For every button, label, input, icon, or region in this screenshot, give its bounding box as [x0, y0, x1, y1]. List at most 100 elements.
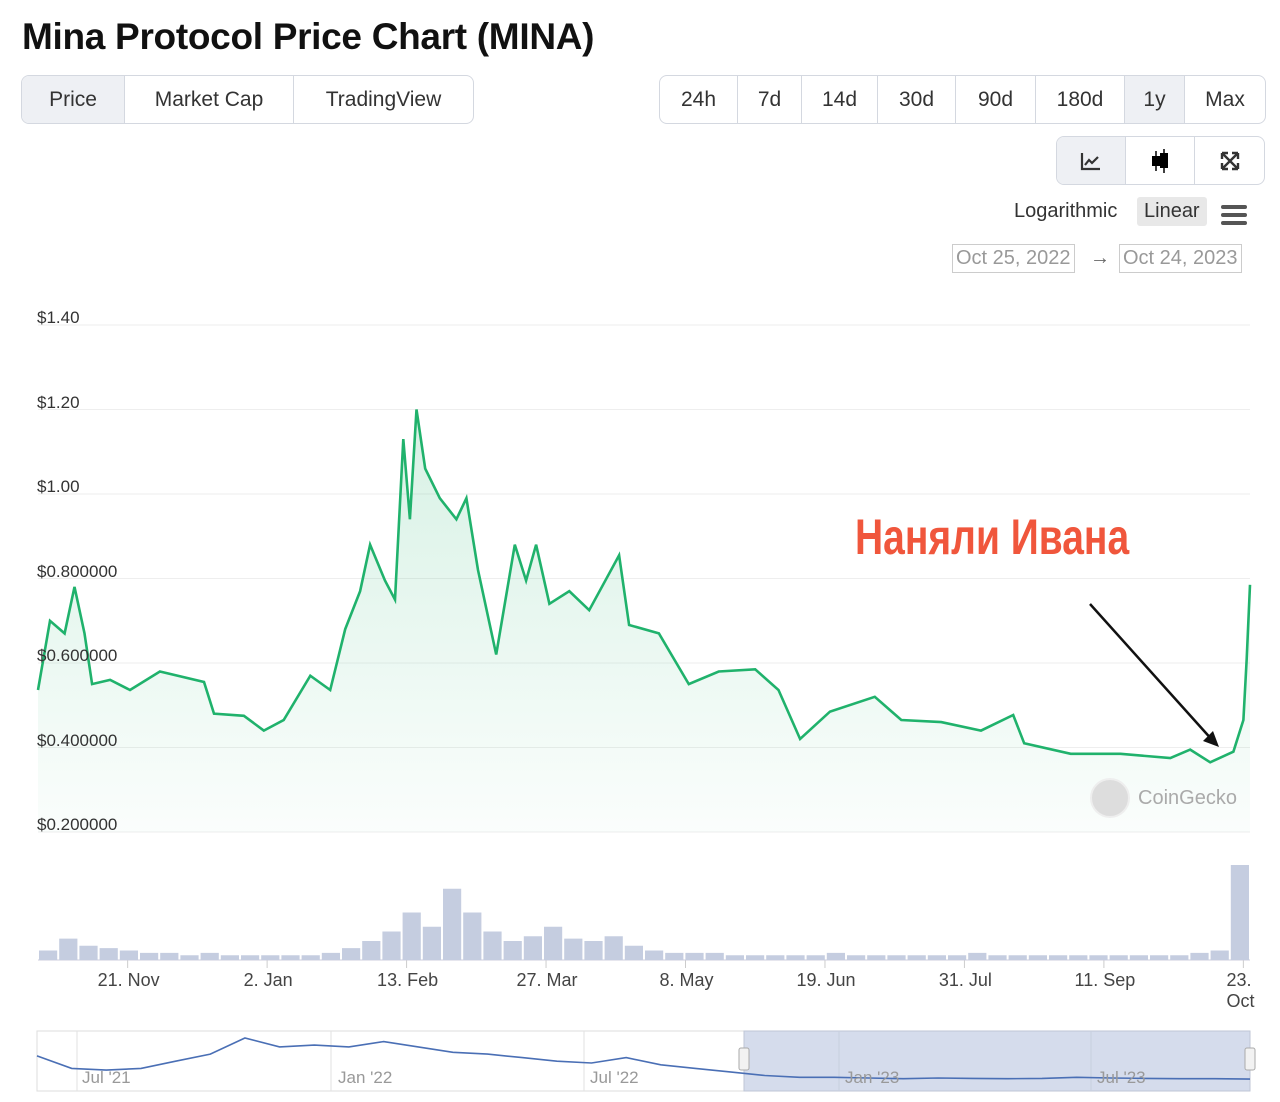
y-tick-label: $0.400000	[37, 730, 118, 750]
date-arrow: →	[1090, 247, 1110, 269]
volume-bar	[523, 936, 542, 960]
volume-bar	[1150, 955, 1169, 960]
volume-bar	[988, 955, 1007, 960]
y-tick-label: $0.800000	[37, 561, 118, 581]
price-line	[36, 409, 1252, 764]
range-max[interactable]: Max	[1205, 87, 1245, 111]
price-area	[38, 409, 1250, 832]
x-tick-label: 19. Jun	[796, 970, 856, 990]
volume-bar	[1089, 955, 1108, 960]
volume-bar	[887, 955, 906, 960]
fullscreen-button[interactable]	[1195, 137, 1264, 184]
x-tick-label: 27. Mar	[516, 970, 578, 990]
range-30d[interactable]: 30d	[878, 76, 956, 123]
volume-bar	[362, 941, 381, 960]
volume-bar	[806, 955, 825, 960]
coingecko-watermark: CoinGecko	[1090, 778, 1237, 818]
volume-bar	[948, 955, 967, 960]
volume-bar	[685, 952, 704, 960]
volume-bar	[867, 955, 886, 960]
y-tick-label: $1.00	[37, 477, 80, 496]
navigator-label: Jul '23	[1097, 1068, 1146, 1087]
navigator-label: Jan '22	[338, 1068, 393, 1087]
navigator-selection[interactable]	[743, 1030, 1251, 1092]
navigator-right-handle[interactable]	[1244, 1047, 1256, 1071]
date-to-input[interactable]: Oct 24, 2023	[1119, 244, 1242, 273]
logarithmic-toggle[interactable]: Logarithmic	[1014, 200, 1118, 222]
volume-bar	[200, 952, 219, 960]
volume-bar	[968, 952, 987, 960]
arrow-head-icon	[1203, 731, 1219, 747]
range-180d[interactable]: 180d	[1036, 76, 1125, 123]
volume-bar	[342, 948, 361, 960]
volume-bar	[826, 952, 845, 960]
annotation-arrow	[1089, 603, 1215, 743]
navigator-label: Jan '23	[845, 1068, 900, 1087]
x-tick-label: 13. Feb	[377, 970, 439, 990]
volume-bar	[180, 955, 199, 960]
volume-bar	[59, 938, 78, 960]
x-tick-label: 31. Jul	[938, 970, 992, 990]
volume-bar	[119, 950, 138, 960]
volume-bar	[645, 950, 664, 960]
volume-bar	[584, 941, 603, 960]
volume-bar	[281, 955, 300, 960]
x-tick-label: 21. Nov	[97, 970, 160, 990]
range-24h[interactable]: 24h	[660, 76, 738, 123]
watermark-text: CoinGecko	[1138, 786, 1237, 809]
navigator[interactable]	[36, 1030, 1256, 1092]
range-7d[interactable]: 7d	[738, 76, 802, 123]
y-tick-label: $0.200000	[37, 815, 118, 834]
chart-tools	[1056, 136, 1265, 185]
volume-bar	[1069, 955, 1088, 960]
coingecko-logo-icon	[1090, 778, 1130, 818]
range-selector: 24h 7d 14d 30d 90d 180d 1y Max	[659, 75, 1266, 124]
page-title: Mina Protocol Price Chart (MINA)	[22, 16, 595, 57]
volume-bar	[503, 941, 522, 960]
x-tick-label: 8. May	[659, 970, 714, 990]
tab-price[interactable]: Price	[22, 76, 125, 123]
line-chart-icon	[1080, 152, 1100, 170]
volume-bar	[1190, 952, 1209, 960]
volume-bar	[422, 926, 441, 960]
annotation-text: Наняли Ивана	[855, 509, 1130, 565]
menu-icon[interactable]	[1221, 205, 1247, 225]
volume-bar	[847, 955, 866, 960]
volume-bar	[725, 955, 744, 960]
volume-bar	[665, 952, 684, 960]
tab-market-cap[interactable]: Market Cap	[125, 76, 294, 123]
x-tick-label: 23. Oct	[1226, 970, 1255, 1011]
range-14d[interactable]: 14d	[802, 76, 878, 123]
volume-bar	[746, 955, 765, 960]
volume-bar	[705, 952, 724, 960]
candlestick-icon	[1152, 148, 1168, 173]
expand-icon	[1220, 151, 1239, 170]
volume-bar	[160, 952, 179, 960]
volume-bar	[1109, 955, 1128, 960]
x-tick-label: 11. Sep	[1074, 970, 1136, 990]
volume-bar	[321, 952, 340, 960]
volume-bar	[241, 955, 260, 960]
navigator-label: Jul '21	[82, 1068, 131, 1087]
volume-bar	[1028, 955, 1047, 960]
navigator-left-handle[interactable]	[738, 1047, 750, 1071]
volume-bar	[927, 955, 946, 960]
volume-bar	[220, 955, 239, 960]
volume-bar	[1129, 955, 1148, 960]
volume-bar	[1008, 955, 1027, 960]
candlestick-button[interactable]	[1126, 137, 1195, 184]
volume-bar	[463, 912, 482, 960]
range-90d[interactable]: 90d	[956, 76, 1036, 123]
line-chart-button[interactable]	[1057, 137, 1126, 184]
tab-tradingview[interactable]: TradingView	[325, 87, 442, 111]
y-tick-label: $0.600000	[37, 646, 118, 665]
y-tick-label: $1.40	[37, 308, 80, 327]
volume-bar	[624, 945, 643, 960]
navigator-label: Jul '22	[590, 1068, 639, 1087]
range-1y[interactable]: 1y	[1125, 76, 1185, 123]
date-from-input[interactable]: Oct 25, 2022	[952, 244, 1075, 273]
volume-bar	[907, 955, 926, 960]
chart-type-tabs: Price Market Cap TradingView	[21, 75, 474, 124]
linear-toggle[interactable]: Linear	[1137, 197, 1207, 226]
